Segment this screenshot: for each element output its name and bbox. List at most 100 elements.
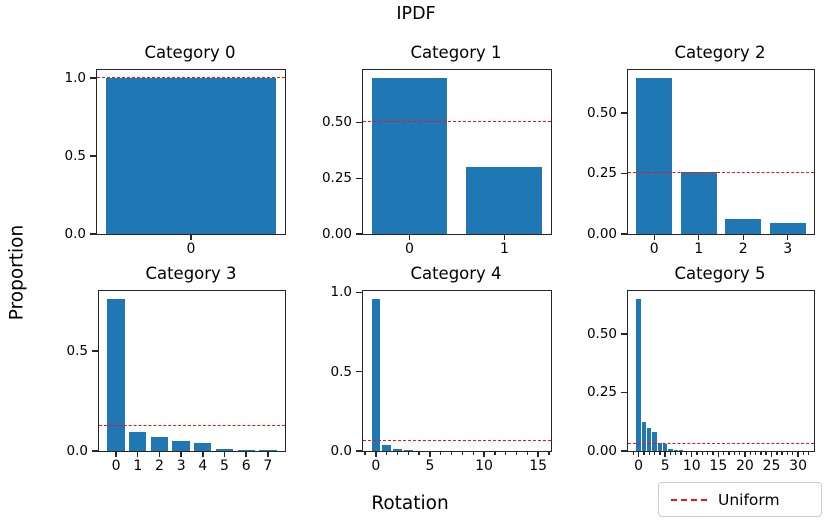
x-tick-label: 30: [789, 458, 807, 474]
x-tick-label: 1: [133, 458, 143, 474]
x-tick-label: 25: [762, 458, 781, 474]
x-tick-label: 4: [198, 458, 208, 474]
subplot-category-1: Category 1 0.00 0.25 0.50 0 1: [322, 43, 552, 257]
subplot-title: Category 1: [410, 43, 502, 62]
subplot-category-5: Category 5 0.00 0.25 0.50 0 5 10 15 20 25 30: [587, 264, 815, 474]
x-tick-label: 10: [682, 458, 701, 474]
x-minor-tick: [418, 452, 420, 455]
x-tick: [770, 452, 773, 457]
plot-area: 0.00 0.25 0.50 0 5 10 15 20 25 30: [587, 290, 815, 474]
x-minor-tick: [722, 452, 725, 455]
x-minor-tick: [786, 452, 789, 455]
x-minor-tick: [781, 452, 783, 455]
x-tick: [537, 452, 539, 457]
subplot-title: Category 5: [674, 264, 766, 283]
x-minor-tick: [738, 452, 741, 455]
y-tick: [356, 450, 362, 452]
x-minor-tick: [808, 452, 810, 455]
x-tick-label: 3: [783, 241, 793, 257]
uniform-line: [363, 121, 551, 123]
x-tick: [787, 235, 789, 240]
y-tick-label: 0.00: [586, 443, 617, 459]
subplot-title: Category 3: [145, 264, 237, 283]
y-tick-label: 0.00: [321, 226, 352, 242]
x-minor-tick: [385, 452, 388, 455]
bar: [663, 444, 668, 451]
bar: [641, 421, 647, 451]
x-minor-tick: [526, 452, 528, 455]
x-tick: [717, 452, 720, 457]
x-tick: [115, 452, 117, 457]
x-tick: [158, 452, 161, 457]
bar: [259, 450, 277, 451]
bar: [105, 77, 277, 234]
y-tick: [90, 77, 96, 79]
bar: [657, 443, 662, 451]
y-tick: [356, 177, 362, 179]
y-tick-label: 0.50: [321, 114, 352, 131]
y-tick-label: 0.0: [66, 443, 88, 459]
y-axis-label: Proportion: [6, 224, 28, 321]
x-minor-tick: [754, 452, 757, 455]
x-tick-label: 5: [220, 458, 229, 474]
bar: [678, 450, 684, 451]
bar: [652, 432, 657, 451]
y-tick: [90, 155, 96, 157]
x-tick-label: 0: [186, 241, 196, 257]
subplot-category-3: Category 3 0.0 0.5 0 1 2 3 4 5 6 7: [67, 264, 286, 474]
x-tick: [429, 452, 431, 457]
x-tick: [408, 235, 411, 240]
x-minor-tick: [675, 452, 677, 455]
legend: Uniform: [658, 482, 822, 517]
y-tick: [621, 172, 627, 175]
x-minor-tick: [712, 452, 714, 455]
x-tick: [691, 452, 693, 457]
y-tick-label: 0.00: [586, 226, 617, 242]
bar: [150, 437, 169, 451]
y-tick-label: 0.50: [586, 325, 617, 342]
bar: [673, 449, 678, 451]
x-tick: [797, 452, 799, 457]
y-tick-label: 0.0: [64, 226, 86, 242]
y-tick: [356, 233, 362, 235]
x-tick: [664, 452, 666, 457]
y-tick-label: 1.0: [330, 284, 352, 301]
x-tick-label: 1: [694, 241, 704, 257]
x-minor-tick: [776, 452, 778, 455]
x-minor-tick: [696, 452, 698, 455]
subplot-title: Category 4: [410, 264, 502, 283]
legend-label: Uniform: [718, 490, 780, 509]
bar: [466, 167, 543, 234]
x-minor-tick: [440, 452, 442, 455]
x-tick-label: 2: [738, 241, 748, 257]
x-minor-tick: [685, 452, 688, 455]
x-tick: [180, 452, 182, 457]
y-tick: [621, 233, 627, 235]
uniform-line: [97, 76, 285, 78]
x-tick: [137, 452, 139, 457]
x-minor-tick: [504, 452, 507, 455]
x-tick: [503, 235, 506, 240]
y-tick-label: 0.25: [586, 384, 617, 401]
y-tick-label: 0.5: [66, 343, 88, 359]
y-tick-label: 0.25: [321, 170, 352, 187]
x-tick-label: 10: [475, 458, 493, 474]
uniform-line: [628, 442, 814, 444]
x-minor-tick: [707, 452, 709, 455]
bar: [668, 448, 673, 451]
y-tick-label: 0.50: [586, 104, 617, 121]
bar: [382, 445, 391, 451]
x-minor-tick: [450, 452, 453, 455]
y-tick: [92, 450, 98, 452]
x-tick-label: 0: [111, 458, 121, 474]
x-minor-tick: [632, 452, 634, 455]
bar: [237, 450, 255, 451]
x-tick-label: 20: [736, 458, 754, 474]
x-tick: [190, 235, 192, 240]
y-tick: [621, 450, 627, 452]
y-tick-label: 0.5: [330, 363, 352, 380]
bar: [129, 432, 147, 451]
x-tick: [375, 452, 377, 457]
uniform-line: [363, 440, 551, 442]
